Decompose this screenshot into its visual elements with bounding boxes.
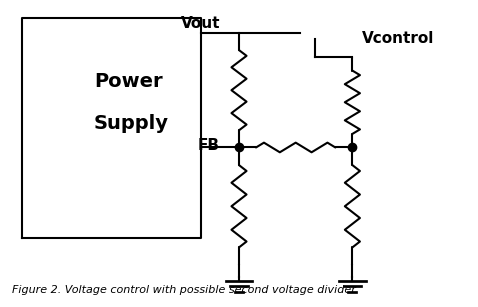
Text: Power: Power	[94, 72, 163, 91]
Text: Vout: Vout	[181, 16, 220, 31]
Text: Vcontrol: Vcontrol	[362, 31, 434, 46]
Text: FB: FB	[198, 138, 220, 154]
Text: Supply: Supply	[94, 114, 169, 133]
Text: Figure 2. Voltage control with possible second voltage divider: Figure 2. Voltage control with possible …	[12, 285, 356, 295]
